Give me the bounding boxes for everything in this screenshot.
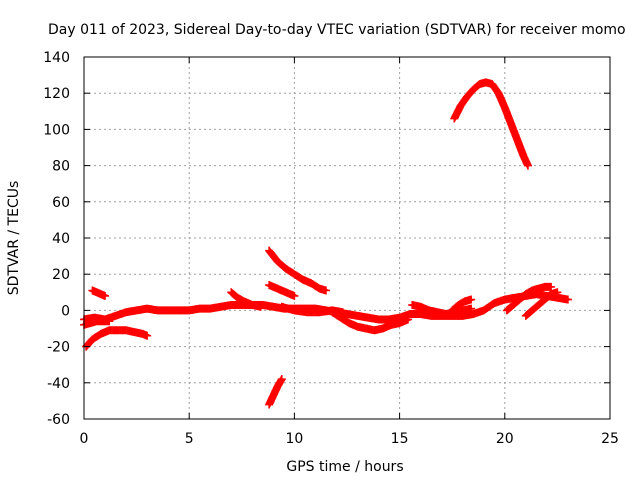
- data-point: [277, 375, 286, 384]
- series-arc-a: [82, 326, 152, 351]
- data-point: [467, 295, 476, 304]
- data-point: [467, 304, 476, 313]
- data-point: [321, 286, 330, 295]
- x-tick-label: 15: [391, 431, 409, 447]
- data-point: [101, 291, 110, 300]
- y-tick-label: 120: [43, 86, 70, 102]
- series-arc-f: [265, 281, 299, 300]
- y-tick-label: 80: [52, 159, 70, 175]
- x-axis-label: GPS time / hours: [286, 459, 403, 475]
- series-baseline: [80, 290, 572, 324]
- data-point: [105, 317, 114, 326]
- series-arc-n: [521, 288, 562, 320]
- series-arc-e: [265, 246, 330, 295]
- data-layer: [80, 78, 572, 409]
- data-point: [256, 302, 265, 311]
- x-tick-label: 25: [601, 431, 619, 447]
- x-tick-label: 0: [80, 431, 89, 447]
- series-arc-g: [265, 375, 286, 409]
- data-point: [290, 291, 299, 300]
- y-tick-label: 60: [52, 195, 70, 211]
- series-arc-l: [450, 78, 532, 170]
- chart-title: Day 011 of 2023, Sidereal Day-to-day VTE…: [48, 22, 626, 38]
- plot-frame: [83, 56, 611, 420]
- series-arc-m: [502, 282, 556, 315]
- y-tick-label: -60: [47, 412, 70, 428]
- series-arc-j: [408, 300, 476, 319]
- data-point: [523, 161, 532, 170]
- y-tick-label: 100: [43, 122, 70, 138]
- y-tick-label: 140: [43, 50, 70, 66]
- data-point: [404, 315, 413, 324]
- series-arc-c: [88, 286, 110, 300]
- data-point: [547, 282, 556, 291]
- series-arc-b: [80, 317, 114, 329]
- y-tick-label: 20: [52, 267, 70, 283]
- y-tick-label: -40: [47, 376, 70, 392]
- series-arc-i: [328, 308, 413, 335]
- grid: [84, 57, 610, 419]
- ticks: 0 5 10 15 20 25 -60 -40 -20 0 20 40 60 80 100 120 140: [43, 50, 619, 447]
- y-tick-label: 40: [52, 231, 70, 247]
- y-tick-label: 0: [61, 303, 70, 319]
- data-point: [553, 288, 562, 297]
- series-arc-k: [448, 295, 476, 315]
- data-point: [338, 308, 347, 317]
- y-tick-label: -20: [47, 340, 70, 356]
- x-tick-label: 20: [496, 431, 514, 447]
- y-axis-label: SDTVAR / TECUs: [6, 181, 22, 296]
- data-point: [563, 295, 572, 304]
- data-point: [143, 331, 152, 340]
- series-arc-d: [227, 288, 265, 311]
- x-tick-label: 5: [185, 431, 194, 447]
- x-tick-label: 10: [285, 431, 303, 447]
